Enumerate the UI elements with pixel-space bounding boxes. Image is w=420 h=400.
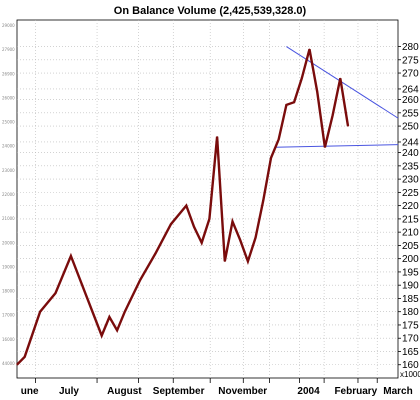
y-tick-label: 215 xyxy=(402,214,419,225)
obv-data-point xyxy=(224,260,226,262)
obv-data-point xyxy=(216,136,218,138)
x-month-label: March xyxy=(383,386,412,397)
obv-data-point xyxy=(16,364,18,366)
faint-y-label: 26000 xyxy=(2,95,15,100)
trendlines xyxy=(274,46,399,148)
y-tick-label: 210 xyxy=(402,228,419,239)
obv-data-point xyxy=(285,104,287,106)
obv-data-point xyxy=(54,292,57,294)
faint-y-label: 18000 xyxy=(2,289,15,294)
obv-data-point xyxy=(139,279,141,281)
y-tick-label: 264 xyxy=(402,84,419,95)
obv-data-point xyxy=(316,91,318,93)
x-month-label: August xyxy=(107,386,142,397)
obv-data-point xyxy=(154,252,157,254)
faint-y-label: 23000 xyxy=(2,168,15,173)
faint-y-label: 29000 xyxy=(2,23,15,28)
obv-data-point xyxy=(270,157,272,159)
obv-data-point xyxy=(231,220,234,223)
obv-data-point xyxy=(108,316,110,318)
y-tick-label: 225 xyxy=(402,188,419,199)
y-tick-label: 180 xyxy=(402,307,419,318)
x-month-label: September xyxy=(153,386,205,397)
obv-data-point xyxy=(39,311,41,313)
faint-y-label: 27900 xyxy=(2,47,15,52)
x-month-label: November xyxy=(218,386,267,397)
y-tick-label: 205 xyxy=(402,241,419,252)
obv-data-point xyxy=(170,223,172,225)
faint-y-label: 25000 xyxy=(2,120,15,125)
y-tick-label: 190 xyxy=(402,281,419,292)
x-month-label: une xyxy=(21,386,39,397)
chart-title: On Balance Volume (2,425,539,328.0) xyxy=(114,5,307,17)
x-month-label: July xyxy=(59,386,79,397)
obv-data-point xyxy=(193,226,195,228)
y-tick-label: 255 xyxy=(402,108,419,119)
y-tick-label: 235 xyxy=(402,161,419,172)
trendline xyxy=(286,46,399,119)
faint-y-label: 21000 xyxy=(2,216,15,221)
y-tick-label: 185 xyxy=(402,294,419,305)
y-tick-label: 175 xyxy=(402,320,419,331)
y-tick-label: 165 xyxy=(402,347,419,358)
obv-data-point xyxy=(293,101,295,103)
axis-labels: 160 165 170 175 180 185 190 195 200 205 210 215 220 2… xyxy=(2,23,419,397)
faint-y-label: 22000 xyxy=(2,192,15,197)
obv-data-point xyxy=(331,114,334,117)
obv-data-point xyxy=(116,329,118,331)
obv-data-point xyxy=(239,239,241,241)
faint-y-label: 19000 xyxy=(2,264,15,269)
y-tick-label: 220 xyxy=(402,201,419,212)
trendline xyxy=(274,144,399,148)
faint-y-label: 26900 xyxy=(2,71,15,76)
series-lines xyxy=(16,48,350,366)
obv-data-point xyxy=(255,236,257,239)
y-tick-label: 260 xyxy=(402,95,419,106)
faint-y-label: 20000 xyxy=(2,240,15,245)
obv-data-point xyxy=(185,205,187,207)
obv-data-point xyxy=(101,334,103,337)
y-tick-label: 280 xyxy=(402,42,419,53)
faint-y-label: 17000 xyxy=(2,313,15,318)
y-tick-label: 240 xyxy=(402,148,419,159)
y-tick-label: 170 xyxy=(402,334,419,345)
obv-data-point xyxy=(301,77,303,79)
obv-data-point xyxy=(278,138,280,140)
obv-data-point xyxy=(347,125,349,127)
plot-area xyxy=(16,19,399,379)
x-month-label: 2004 xyxy=(297,386,320,397)
x-month-label: February xyxy=(334,386,377,397)
y-tick-label: 244 xyxy=(402,137,419,148)
obv-data-point xyxy=(24,356,26,358)
y-tick-label: 160 xyxy=(402,360,419,371)
obv-data-point xyxy=(247,260,249,262)
obv-data-point xyxy=(85,295,87,297)
obv-data-point xyxy=(339,77,341,79)
faint-y-label: 24000 xyxy=(2,144,15,149)
obv-data-point xyxy=(324,146,326,148)
obv-data-point xyxy=(201,242,203,244)
y-tick-label: 275 xyxy=(402,55,419,66)
y-tick-label: 200 xyxy=(402,254,419,265)
obv-data-point xyxy=(308,48,311,50)
y-tick-label: 230 xyxy=(402,175,419,186)
y-unit-label: x1000 xyxy=(400,370,420,379)
obv-data-point xyxy=(208,218,211,220)
faint-y-label: 44000 xyxy=(2,361,15,366)
obv-data-point xyxy=(70,255,72,257)
y-tick-label: 250 xyxy=(402,122,419,133)
axis-ticks xyxy=(35,46,401,383)
obv-data-point xyxy=(124,311,126,313)
y-tick-label: 270 xyxy=(402,69,419,80)
obv-data-point xyxy=(262,199,264,201)
y-tick-label: 195 xyxy=(402,267,419,278)
gridlines xyxy=(17,20,398,378)
faint-y-label: 16000 xyxy=(2,337,15,342)
